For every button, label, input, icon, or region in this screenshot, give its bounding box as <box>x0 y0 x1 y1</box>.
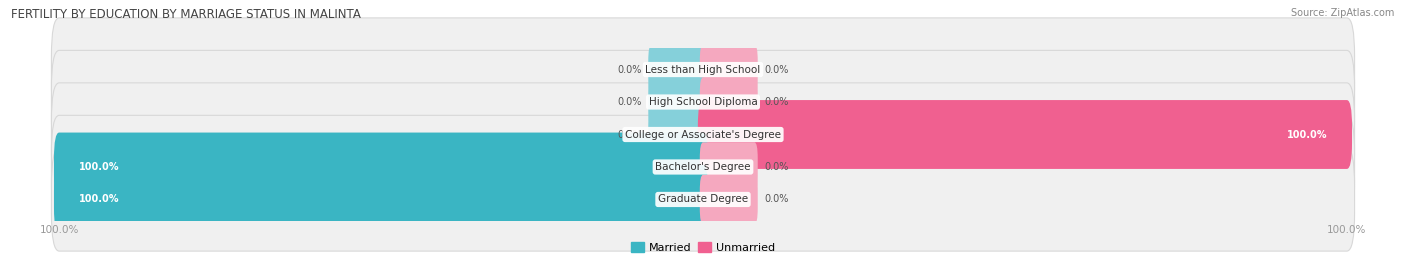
FancyBboxPatch shape <box>648 77 706 127</box>
Text: Source: ZipAtlas.com: Source: ZipAtlas.com <box>1291 8 1395 18</box>
FancyBboxPatch shape <box>700 77 758 127</box>
Text: Bachelor's Degree: Bachelor's Degree <box>655 162 751 172</box>
Text: 0.0%: 0.0% <box>617 97 641 107</box>
Legend: Married, Unmarried: Married, Unmarried <box>631 242 775 253</box>
Text: 100.0%: 100.0% <box>79 162 120 172</box>
FancyBboxPatch shape <box>700 45 758 94</box>
FancyBboxPatch shape <box>648 45 706 94</box>
FancyBboxPatch shape <box>700 175 758 224</box>
Text: 0.0%: 0.0% <box>617 129 641 140</box>
FancyBboxPatch shape <box>52 18 1354 121</box>
Text: 0.0%: 0.0% <box>765 97 789 107</box>
Text: 0.0%: 0.0% <box>765 194 789 204</box>
Text: 100.0%: 100.0% <box>1286 129 1327 140</box>
Text: Graduate Degree: Graduate Degree <box>658 194 748 204</box>
FancyBboxPatch shape <box>700 142 758 192</box>
FancyBboxPatch shape <box>52 148 1354 251</box>
FancyBboxPatch shape <box>52 50 1354 154</box>
FancyBboxPatch shape <box>648 110 706 159</box>
FancyBboxPatch shape <box>52 83 1354 186</box>
FancyBboxPatch shape <box>53 133 709 201</box>
FancyBboxPatch shape <box>697 100 1353 169</box>
Text: High School Diploma: High School Diploma <box>648 97 758 107</box>
FancyBboxPatch shape <box>53 165 709 234</box>
Text: 0.0%: 0.0% <box>765 65 789 75</box>
Text: 0.0%: 0.0% <box>765 162 789 172</box>
Text: 0.0%: 0.0% <box>617 65 641 75</box>
Text: Less than High School: Less than High School <box>645 65 761 75</box>
Text: College or Associate's Degree: College or Associate's Degree <box>626 129 780 140</box>
Text: FERTILITY BY EDUCATION BY MARRIAGE STATUS IN MALINTA: FERTILITY BY EDUCATION BY MARRIAGE STATU… <box>11 8 361 21</box>
FancyBboxPatch shape <box>52 115 1354 219</box>
Text: 100.0%: 100.0% <box>79 194 120 204</box>
